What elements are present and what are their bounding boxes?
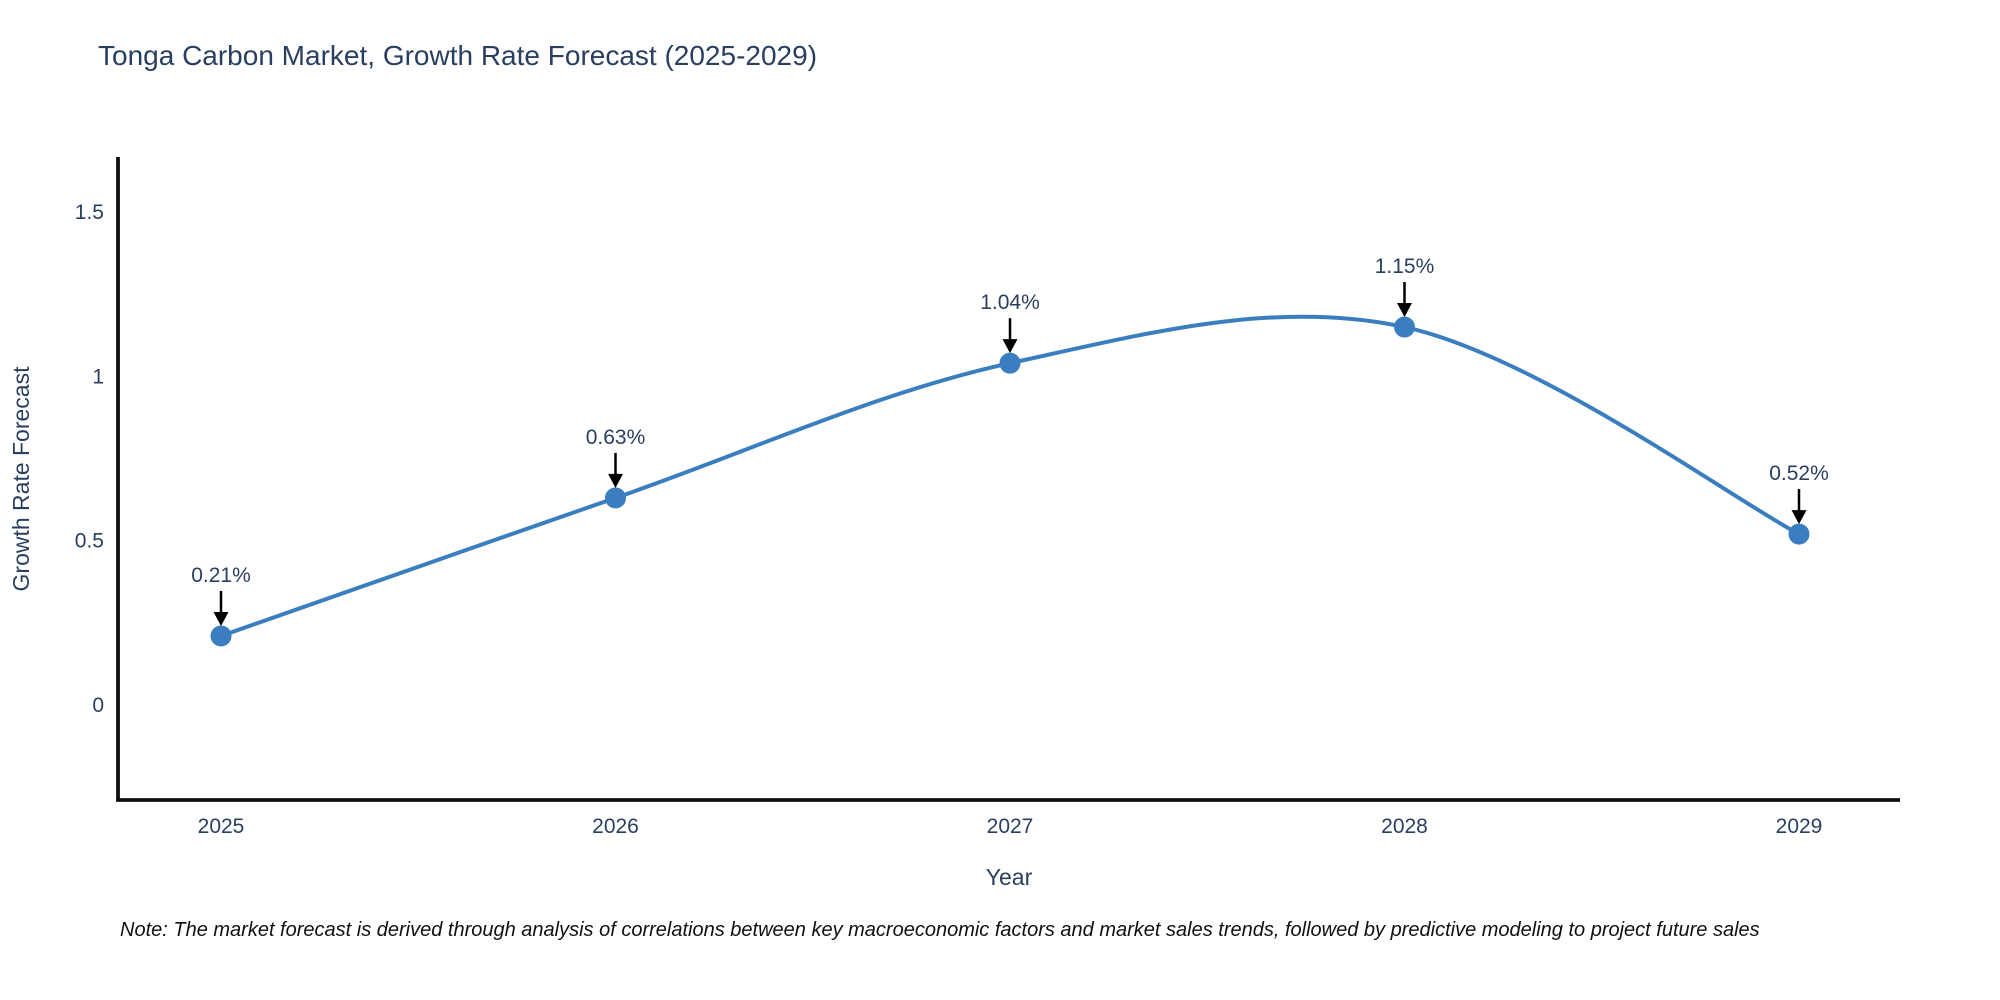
x-tick-label: 2025 xyxy=(198,815,245,838)
x-axis-title: Year xyxy=(986,864,1033,890)
x-tick-label: 2029 xyxy=(1776,815,1823,838)
point-annotation-label: 1.15% xyxy=(1375,255,1435,278)
footnote: Note: The market forecast is derived thr… xyxy=(120,919,1760,941)
point-annotation-label: 0.63% xyxy=(586,426,646,449)
x-tick-label: 2026 xyxy=(592,815,639,838)
y-tick-label: 1.5 xyxy=(75,201,104,224)
y-tick-label: 0 xyxy=(92,694,104,717)
y-tick-label: 1 xyxy=(92,365,104,388)
chart-title: Tonga Carbon Market, Growth Rate Forecas… xyxy=(98,40,818,71)
axis-lines xyxy=(116,157,1900,802)
data-point-marker xyxy=(210,625,232,647)
point-annotation-label: 0.21% xyxy=(191,564,251,587)
annotation-arrow-head xyxy=(1791,510,1807,525)
point-annotation-label: 1.04% xyxy=(980,291,1040,314)
y-tick-label: 0.5 xyxy=(75,530,104,553)
data-point-marker xyxy=(999,352,1021,374)
x-tick-label: 2027 xyxy=(987,815,1034,838)
annotation-arrow-head xyxy=(1002,339,1018,354)
y-axis-title: Growth Rate Forecast xyxy=(8,366,34,592)
data-point-marker xyxy=(605,487,626,509)
x-tick-label: 2028 xyxy=(1381,815,1428,838)
point-annotation-label: 0.52% xyxy=(1769,462,1829,485)
annotation-arrow-head xyxy=(213,611,229,626)
data-point-marker xyxy=(1394,316,1415,338)
data-point-marker xyxy=(1788,523,1810,545)
annotation-arrow-head xyxy=(1397,303,1412,318)
annotation-arrow-head xyxy=(608,473,623,488)
